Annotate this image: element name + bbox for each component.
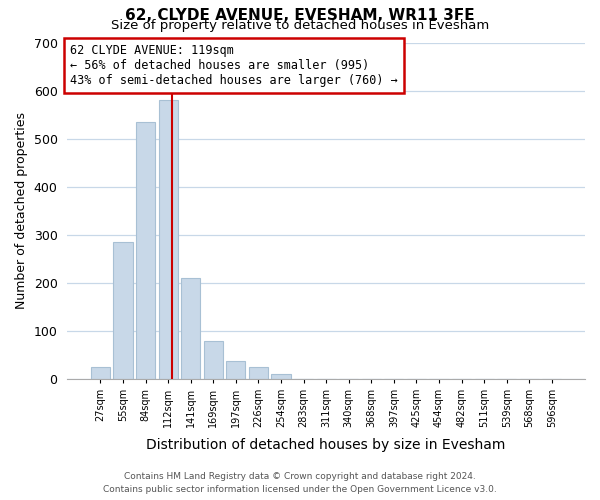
Text: 62, CLYDE AVENUE, EVESHAM, WR11 3FE: 62, CLYDE AVENUE, EVESHAM, WR11 3FE (125, 8, 475, 22)
Bar (113, 242, 133, 379)
Text: 62 CLYDE AVENUE: 119sqm
← 56% of detached houses are smaller (995)
43% of semi-d: 62 CLYDE AVENUE: 119sqm ← 56% of detache… (70, 44, 398, 87)
Y-axis label: Number of detached properties: Number of detached properties (15, 112, 28, 309)
Text: Contains HM Land Registry data © Crown copyright and database right 2024.
Contai: Contains HM Land Registry data © Crown c… (103, 472, 497, 494)
Bar (203, 340, 223, 379)
Bar (226, 361, 245, 379)
Bar (271, 374, 290, 379)
Bar (136, 122, 155, 379)
Bar (91, 367, 110, 379)
X-axis label: Distribution of detached houses by size in Evesham: Distribution of detached houses by size … (146, 438, 506, 452)
Text: Size of property relative to detached houses in Evesham: Size of property relative to detached ho… (111, 18, 489, 32)
Bar (181, 278, 200, 379)
Bar (158, 100, 178, 379)
Bar (249, 367, 268, 379)
